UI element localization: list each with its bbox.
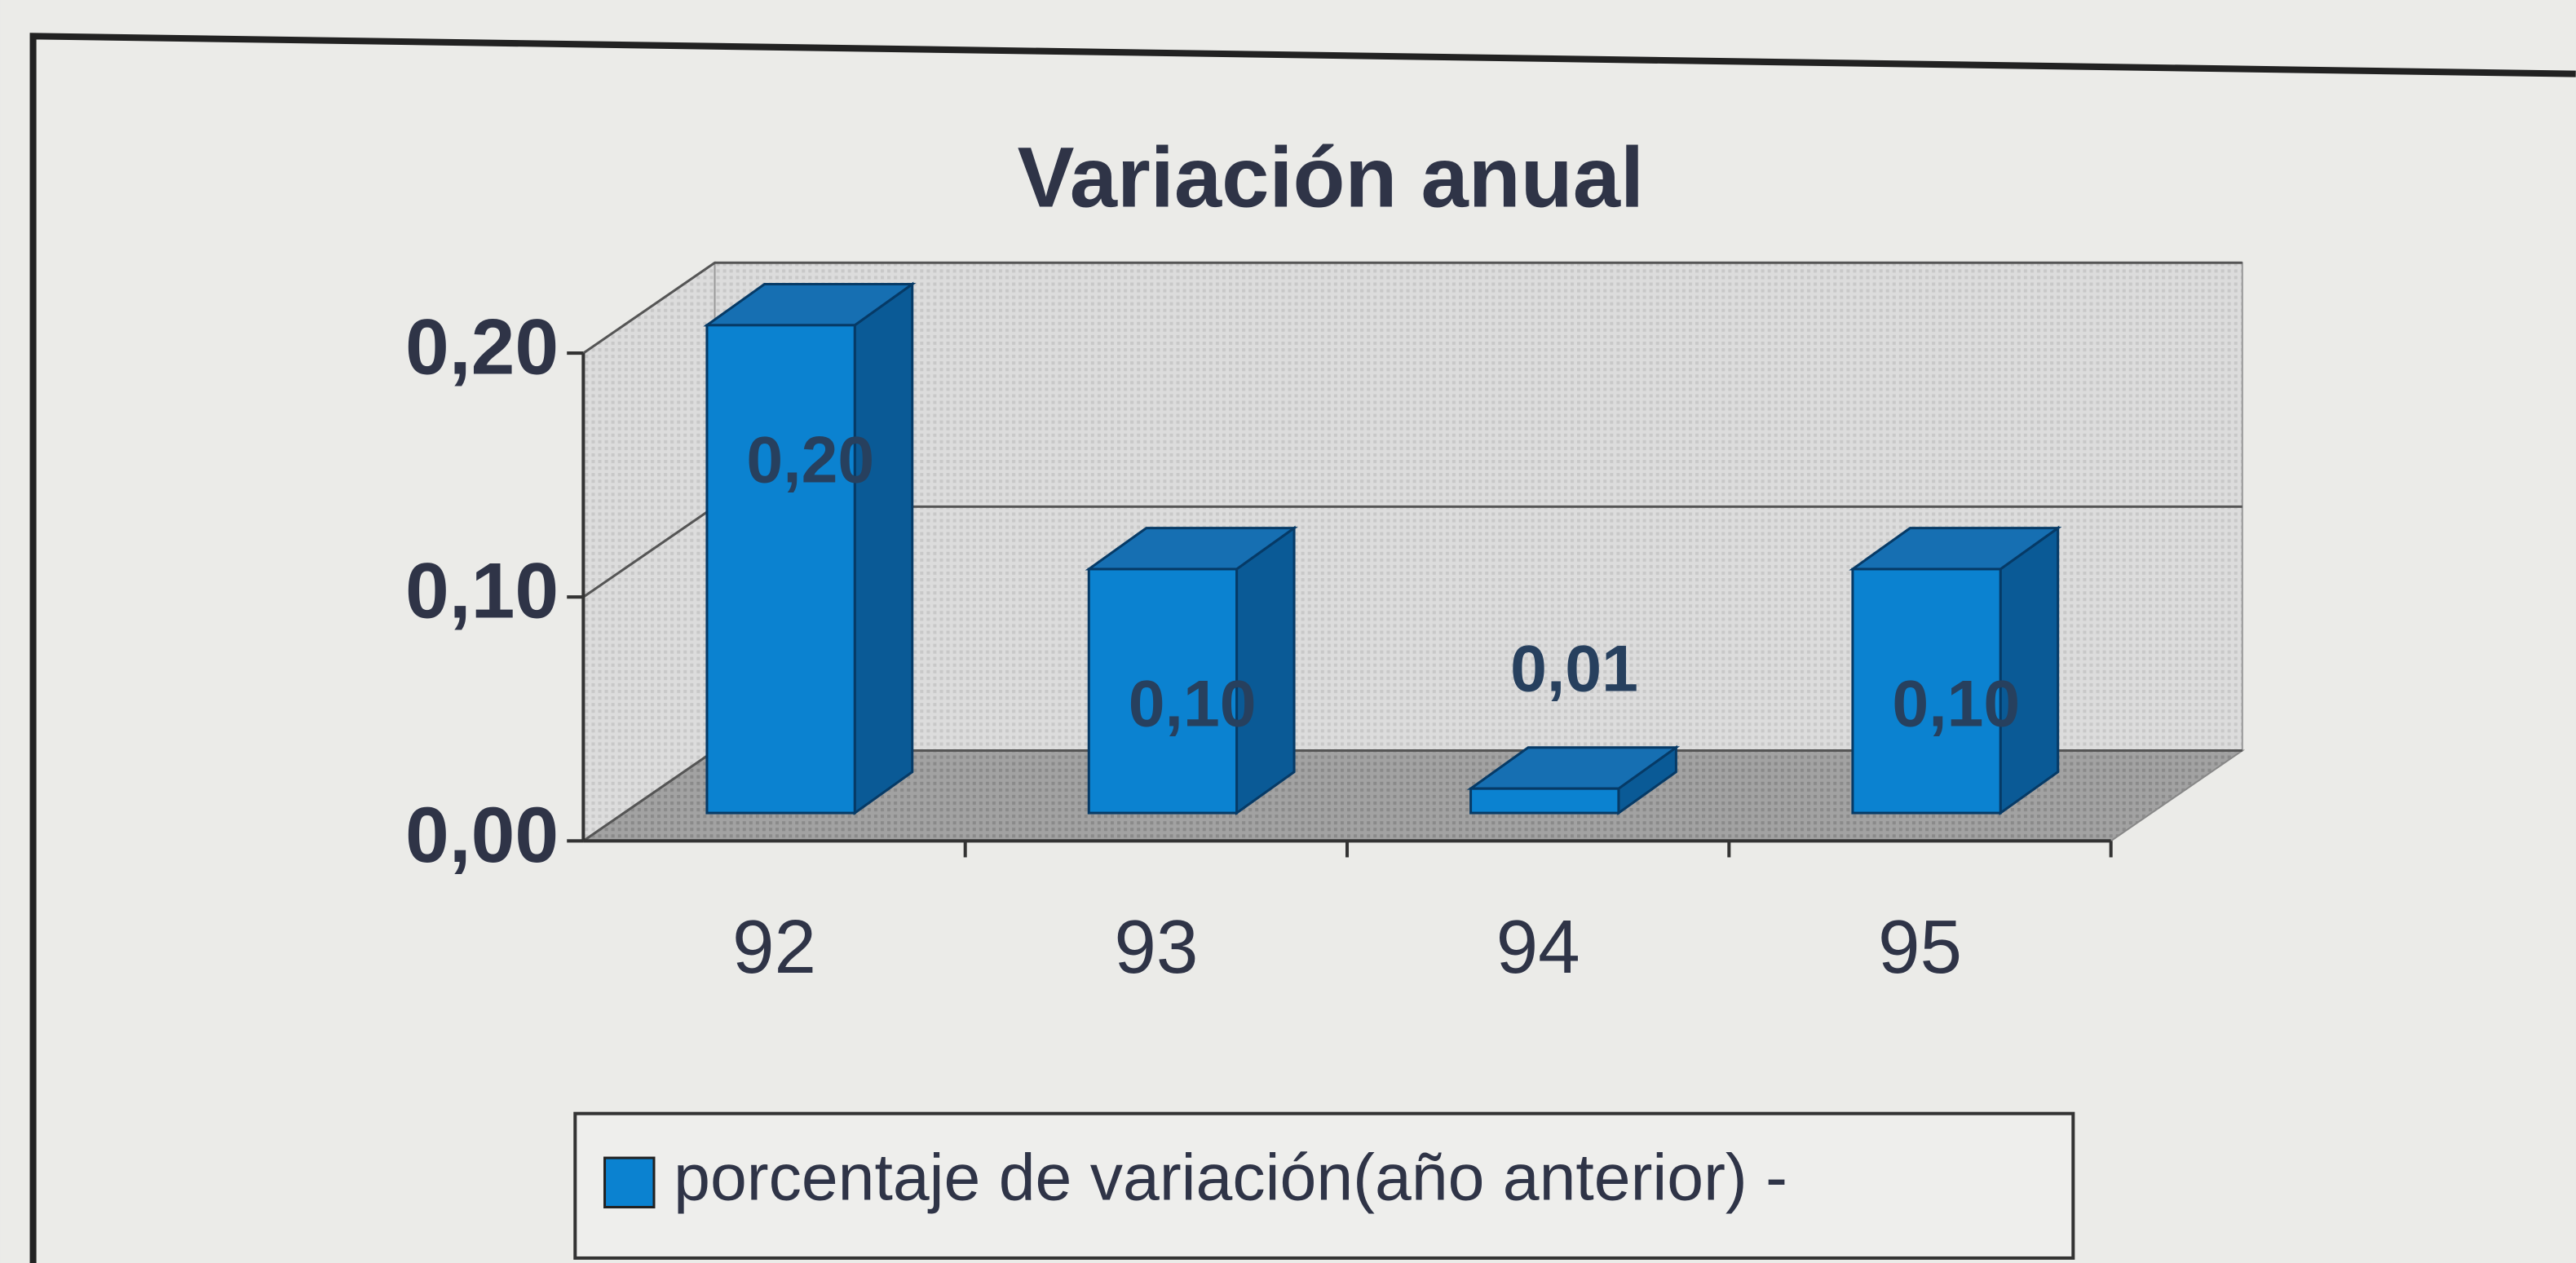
legend-label: porcentaje de variación(año anterior) -	[674, 1142, 1787, 1215]
bar	[1849, 525, 2062, 816]
x-tick-label: 95	[1878, 904, 1962, 989]
x-tick-label: 94	[1496, 904, 1580, 989]
y-tick-label: 0,10	[405, 547, 559, 635]
chart-border	[29, 33, 2576, 1263]
data-label: 0,20	[746, 423, 874, 497]
bar	[1085, 525, 1298, 816]
plot-area: 0,00 0,10 0,20 92 0,20 93 0,10 94 0,01 95 0,10	[405, 261, 2246, 989]
bar-front	[1851, 567, 2002, 815]
grid-line	[582, 261, 2242, 355]
data-label: 0,01	[1510, 632, 1638, 705]
data-label: 0,10	[1129, 667, 1257, 740]
bar	[703, 281, 917, 816]
bar-side	[853, 281, 914, 816]
bar-front	[705, 324, 856, 815]
y-tick-label: 0,00	[405, 791, 559, 879]
chart-title: Variación anual	[1018, 130, 1644, 225]
data-label: 0,10	[1892, 667, 2020, 740]
legend	[573, 1111, 2075, 1260]
y-tick-label: 0,20	[405, 303, 559, 391]
legend-swatch	[603, 1156, 656, 1209]
x-tick-label: 93	[1114, 904, 1198, 989]
bar-front	[1087, 567, 1239, 815]
bar	[1466, 744, 1681, 816]
x-tick-label: 92	[732, 904, 816, 989]
bar-front	[1469, 787, 1620, 815]
